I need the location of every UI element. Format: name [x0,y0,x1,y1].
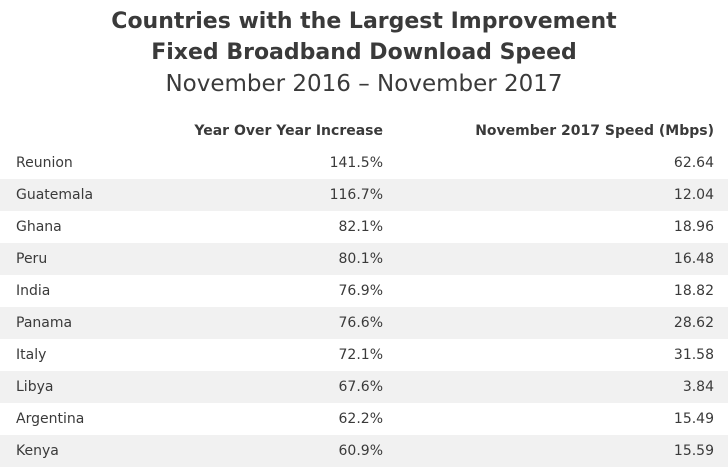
table-row: Ghana 82.1% 18.96 [0,211,728,243]
column-header-yoy-increase: Year Over Year Increase [194,123,383,139]
chart-title-block: Countries with the Largest Improvement F… [0,0,728,101]
country-cell: India [16,283,51,299]
table-row: Peru 80.1% 16.48 [0,243,728,275]
speed-cell: 12.04 [385,179,728,211]
table-header-row: Year Over Year Increase November 2017 Sp… [0,115,728,147]
yoy-increase-cell: 76.9% [338,283,383,299]
table-row: Kenya 60.9% 15.59 [0,435,728,467]
yoy-increase-cell: 62.2% [338,411,383,427]
speed-cell: 18.82 [673,283,714,299]
yoy-increase-cell: 141.5% [329,155,383,171]
yoy-increase-cell: 60.9% [150,435,385,467]
table-row: Libya 67.6% 3.84 [0,371,728,403]
speed-cell: 16.48 [385,243,728,275]
yoy-increase-cell: 67.6% [150,371,385,403]
data-table: Year Over Year Increase November 2017 Sp… [0,115,728,467]
yoy-increase-cell: 80.1% [150,243,385,275]
column-header-country [0,115,150,147]
country-cell: Kenya [0,435,150,467]
yoy-increase-cell: 116.7% [150,179,385,211]
speed-cell: 15.59 [385,435,728,467]
chart-title-line-2: Fixed Broadband Download Speed [151,40,577,65]
country-cell: Argentina [16,411,85,427]
speed-cell: 18.96 [673,219,714,235]
country-cell: Reunion [16,155,73,171]
table-row: Argentina 62.2% 15.49 [0,403,728,435]
country-cell: Italy [16,347,47,363]
chart-subtitle: November 2016 – November 2017 [165,71,563,97]
yoy-increase-cell: 72.1% [338,347,383,363]
chart-title-line-1: Countries with the Largest Improvement [111,9,617,34]
speed-cell: 28.62 [385,307,728,339]
speed-cell: 31.58 [673,347,714,363]
table-body: Reunion 141.5% 62.64 Guatemala 116.7% 12.04 Gh… [0,147,728,467]
speed-cell: 3.84 [385,371,728,403]
speed-cell: 15.49 [673,411,714,427]
country-cell: Ghana [16,219,62,235]
yoy-increase-cell: 76.6% [150,307,385,339]
column-header-speed: November 2017 Speed (Mbps) [475,123,714,139]
country-cell: Guatemala [0,179,150,211]
country-cell: Peru [0,243,150,275]
table-row: Guatemala 116.7% 12.04 [0,179,728,211]
country-cell: Libya [0,371,150,403]
table-row: India 76.9% 18.82 [0,275,728,307]
table-row: Panama 76.6% 28.62 [0,307,728,339]
country-cell: Panama [0,307,150,339]
table-row: Reunion 141.5% 62.64 [0,147,728,179]
yoy-increase-cell: 82.1% [338,219,383,235]
speed-cell: 62.64 [673,155,714,171]
table-row: Italy 72.1% 31.58 [0,339,728,371]
